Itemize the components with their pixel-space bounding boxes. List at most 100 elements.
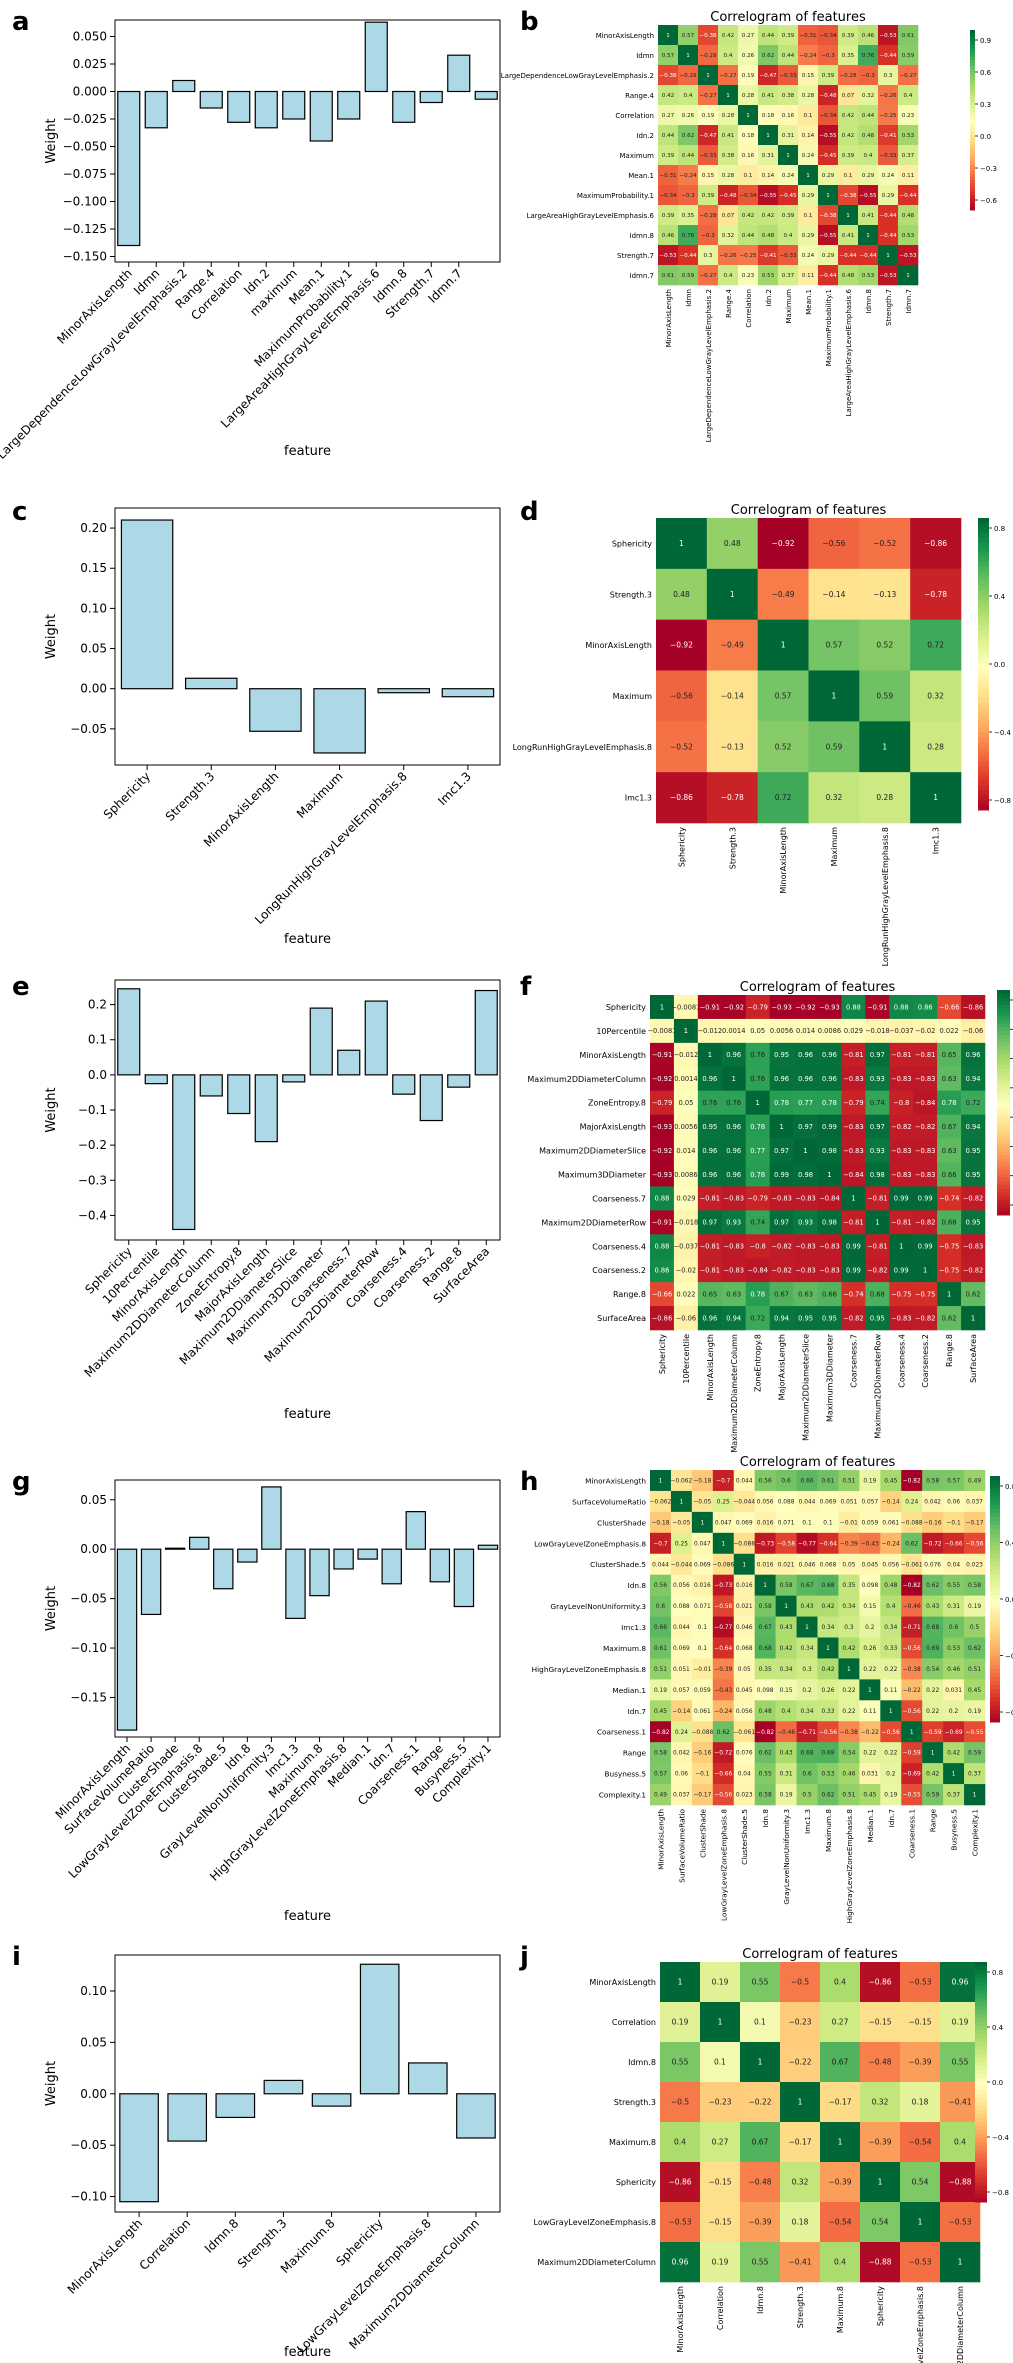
colorbar-segment: [978, 620, 989, 626]
cell-value-label: −0.29: [679, 73, 697, 79]
cell-value-label: 1: [958, 2258, 963, 2267]
heatmap-cell: [878, 185, 899, 206]
cell-value-label: 0.2: [886, 1772, 896, 1778]
cell-value-label: −0.83: [915, 1075, 936, 1083]
heatmap-cell: [859, 1658, 881, 1680]
cell-value-label: 0.045: [736, 1688, 753, 1694]
colorbar-segment: [997, 1087, 1010, 1092]
heatmap-cell: [880, 1784, 902, 1806]
colorbar-segment: [970, 30, 975, 34]
heatmap-cell: [860, 2242, 901, 2283]
colorbar-segment: [970, 87, 975, 91]
heatmap-cell: [673, 1018, 699, 1044]
colorbar-segment: [975, 2094, 987, 2099]
column-label: Coarseness.7: [849, 1334, 858, 1388]
cell-value-label: −0.53: [909, 2258, 932, 2267]
heatmap-cell: [796, 1679, 818, 1701]
cell-value-label: 0.34: [884, 1625, 897, 1631]
colorbar-segment: [990, 1705, 1000, 1711]
row-label: MinorAxisLength: [589, 1978, 656, 1987]
cell-value-label: 0.42: [842, 133, 854, 139]
cell-value-label: 0.27: [742, 33, 755, 39]
cell-value-label: 0.39: [702, 193, 715, 199]
colorbar-segment: [975, 2070, 987, 2075]
cell-value-label: 1: [766, 133, 770, 139]
cell-value-label: 0.057: [861, 1499, 878, 1505]
colorbar-segment: [970, 198, 975, 202]
heatmap-cell: [718, 265, 739, 286]
cell-value-label: 0.3: [844, 1625, 854, 1631]
cell-value-label: 0.69: [926, 1646, 939, 1652]
colorbar-segment: [990, 1619, 1000, 1625]
colorbar-segment: [975, 2062, 987, 2067]
cell-value-label: −0.81: [867, 1243, 888, 1251]
colorbar-segment: [978, 707, 989, 714]
heatmap-cell: [650, 1234, 675, 1259]
heatmap-cell: [738, 225, 759, 246]
heatmap-cell: [706, 619, 758, 671]
heatmap-cell: [697, 1162, 723, 1187]
heatmap-cell: [678, 45, 699, 66]
cell-value-label: −0.3: [821, 53, 835, 59]
cell-value-label: 0.65: [942, 1051, 957, 1059]
cell-value-label: 0.58: [759, 1604, 772, 1610]
cell-value-label: −0.83: [843, 1075, 864, 1083]
colorbar-segment: [975, 2042, 987, 2047]
column-label: Coarseness.4: [897, 1334, 906, 1388]
heatmap-cell: [678, 145, 699, 166]
cell-value-label: −0.7: [653, 1541, 668, 1547]
heatmap-cell: [838, 65, 859, 86]
colorbar-segment: [970, 165, 975, 169]
cell-value-label: −0.39: [869, 2138, 892, 2147]
heatmap-cell: [940, 2162, 981, 2203]
cell-value-label: −0.82: [915, 1219, 936, 1227]
cell-value-label: 1: [679, 539, 684, 548]
cell-value-label: 0.4: [684, 93, 693, 99]
row-label: GrayLevelNonUniformity.3: [550, 1602, 646, 1611]
cell-value-label: 1: [700, 1520, 704, 1526]
heatmap-cell: [838, 125, 859, 146]
colorbar-segment: [997, 1207, 1010, 1212]
heatmap-cell: [880, 1763, 902, 1785]
cell-value-label: 0.5: [970, 1625, 980, 1631]
heatmap-cell: [733, 1784, 755, 1806]
colorbar-segment: [997, 1027, 1010, 1032]
colorbar-tick-label: −0.4: [1005, 1653, 1013, 1661]
cell-value-label: −0.3: [681, 193, 695, 199]
heatmap-cell: [673, 1282, 699, 1307]
heatmap-cell: [758, 85, 779, 106]
heatmap-cell: [745, 1186, 770, 1211]
cell-value-label: −0.34: [819, 33, 837, 39]
heatmap-cell: [733, 1763, 755, 1785]
heatmap-cell: [889, 1186, 914, 1211]
cell-value-label: 1: [832, 692, 837, 701]
colorbar-segment: [997, 990, 1010, 995]
cell-value-label: 0.86: [655, 1267, 670, 1275]
heatmap-cell: [820, 2082, 861, 2123]
cell-value-label: −0.47: [699, 133, 717, 139]
heatmap-cell: [838, 185, 859, 206]
cell-value-label: 1: [732, 1075, 736, 1083]
heatmap-cell: [738, 145, 759, 166]
heatmap-cell: [940, 2002, 981, 2043]
cell-value-label: 0.98: [822, 1219, 837, 1227]
cell-value-label: 1: [706, 73, 710, 79]
panel-label: c: [12, 497, 27, 527]
cell-value-label: 0.35: [842, 53, 855, 59]
colorbar-segment: [997, 1020, 1010, 1025]
colorbar-segment: [978, 542, 989, 548]
heatmap-cell: [769, 1018, 794, 1044]
cell-value-label: 1: [973, 1793, 977, 1799]
heatmap-cell: [817, 1511, 839, 1534]
column-label: Range.4: [725, 288, 733, 317]
cell-value-label: −0.25: [739, 253, 757, 259]
heatmap-cell: [656, 619, 708, 671]
cell-value-label: 1: [875, 1219, 879, 1227]
heatmap-cell: [775, 1742, 797, 1764]
colorbar-tick-label: 0.4: [992, 2024, 1004, 2032]
heatmap-cell: [698, 85, 719, 106]
heatmap-cell: [757, 772, 809, 824]
x-tick-label: Maximum: [294, 769, 346, 821]
column-label: Busyness.5: [950, 1809, 959, 1851]
colorbar-tick-label: −0.4: [992, 2134, 1010, 2142]
